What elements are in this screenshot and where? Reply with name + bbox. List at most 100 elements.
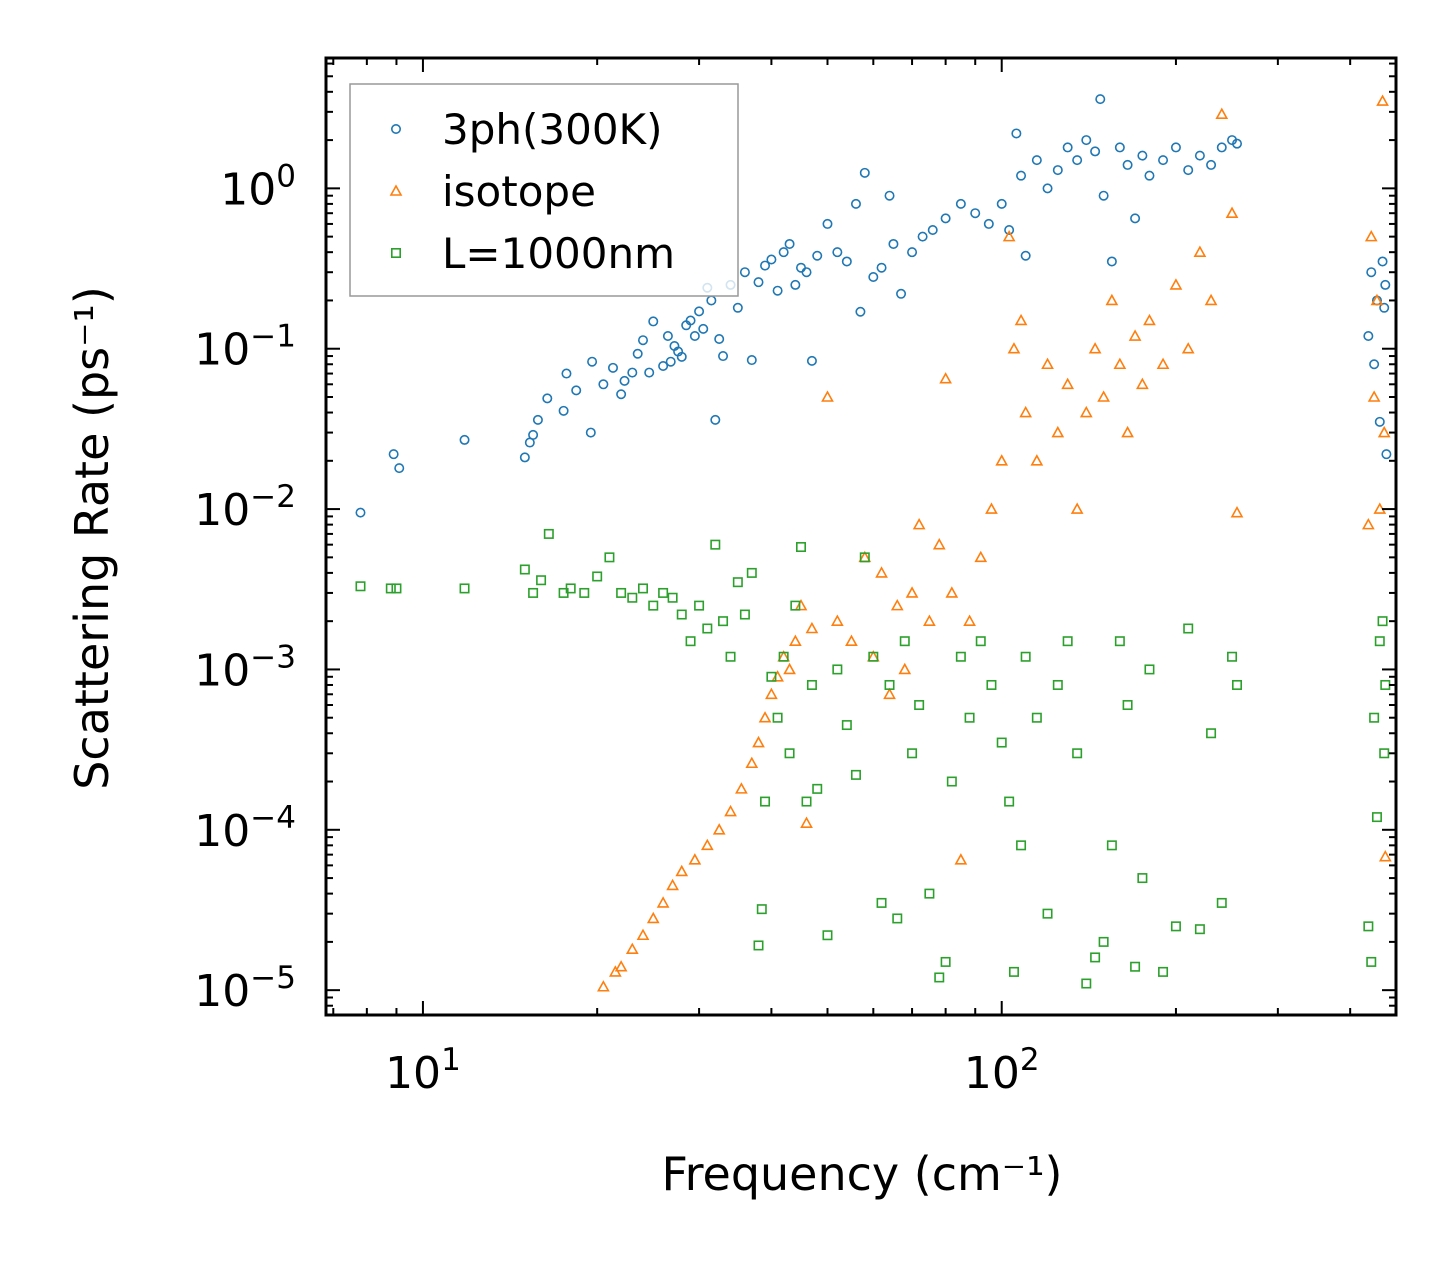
data-point [1041,357,1054,370]
data-point [571,385,582,396]
y-tick-label: 10−2 [194,479,296,536]
data-point [616,389,627,400]
data-point [688,853,702,865]
data-point [732,577,743,588]
data-point [739,609,750,620]
data-point [801,796,812,807]
data-point [812,783,823,794]
data-point [587,356,598,367]
data-point [1090,146,1101,157]
data-point [391,583,402,594]
data-point [1380,679,1391,690]
data-point [689,331,700,342]
data-point [1014,313,1028,326]
data-point [1144,170,1155,181]
data-point [794,598,808,611]
data-point [632,348,643,359]
data-point [1227,651,1238,662]
data-point [1106,840,1117,851]
data-point [1130,961,1141,972]
data-point [1371,812,1382,823]
data-point [746,355,757,366]
data-point [1377,425,1391,438]
data-point [841,256,852,267]
data-point [955,198,966,209]
data-point [896,288,907,299]
x-tick-label: 102 [964,1042,1040,1099]
data-point [1081,135,1092,146]
data-point [718,351,729,362]
data-point [765,687,778,700]
data-point [1364,229,1378,242]
data-point [1363,921,1374,932]
data-point [1374,416,1385,427]
data-point [1062,636,1073,647]
data-point [986,679,997,690]
data-point [945,586,959,598]
data-point [656,896,670,908]
data-point [1206,159,1217,170]
data-point [1019,405,1033,418]
data-point [939,372,952,384]
data-point [875,566,888,578]
data-point [542,393,553,404]
data-point [694,600,705,611]
tick-layer: 101 102 100 10−1 10−2 10−3 10−4 10−5 [194,58,1396,1099]
data-point [946,776,957,787]
data-point [1052,679,1063,690]
data-point [1020,250,1031,261]
data-point [1002,229,1016,242]
data-point [1232,679,1243,690]
data-point [1062,142,1073,153]
data-point [790,600,801,611]
data-point [585,427,596,438]
data-point [1369,712,1380,723]
data-point [519,564,530,575]
data-point [806,679,817,690]
data-point [963,614,976,626]
data-point [932,538,946,550]
data-point [758,711,772,723]
data-point [888,238,899,249]
data-point [1376,94,1389,106]
data-point [724,804,737,817]
data-point [627,367,638,378]
series-circle [355,94,1392,518]
data-point [995,454,1009,466]
data-point [985,502,998,514]
data-point [355,581,366,592]
data-point [1097,390,1110,402]
data-point [1079,405,1093,418]
data-point [859,167,870,178]
data-point [565,583,576,594]
data-point [850,769,861,780]
data-point [702,623,713,634]
data-point [914,700,925,711]
data-point [884,679,895,690]
data-point [385,583,396,594]
data-point [666,878,679,891]
data-point [636,928,650,941]
data-point [927,224,938,235]
data-point [796,542,807,553]
data-point [760,260,771,271]
data-point [1007,342,1021,354]
data-point [821,390,834,402]
data-point [616,587,627,598]
x-tick-label: 101 [385,1042,461,1099]
data-point [868,651,879,662]
data-point [644,367,655,378]
data-point [1216,897,1227,908]
data-point [756,904,767,915]
data-point [892,913,903,924]
data-point [822,930,833,941]
data-point [940,956,951,967]
data-point [822,218,833,229]
data-point [1170,921,1181,932]
data-point [964,712,975,723]
data-point [694,306,705,317]
data-point [710,539,721,550]
data-point [528,587,539,598]
data-point [907,748,918,759]
data-point [772,712,783,723]
